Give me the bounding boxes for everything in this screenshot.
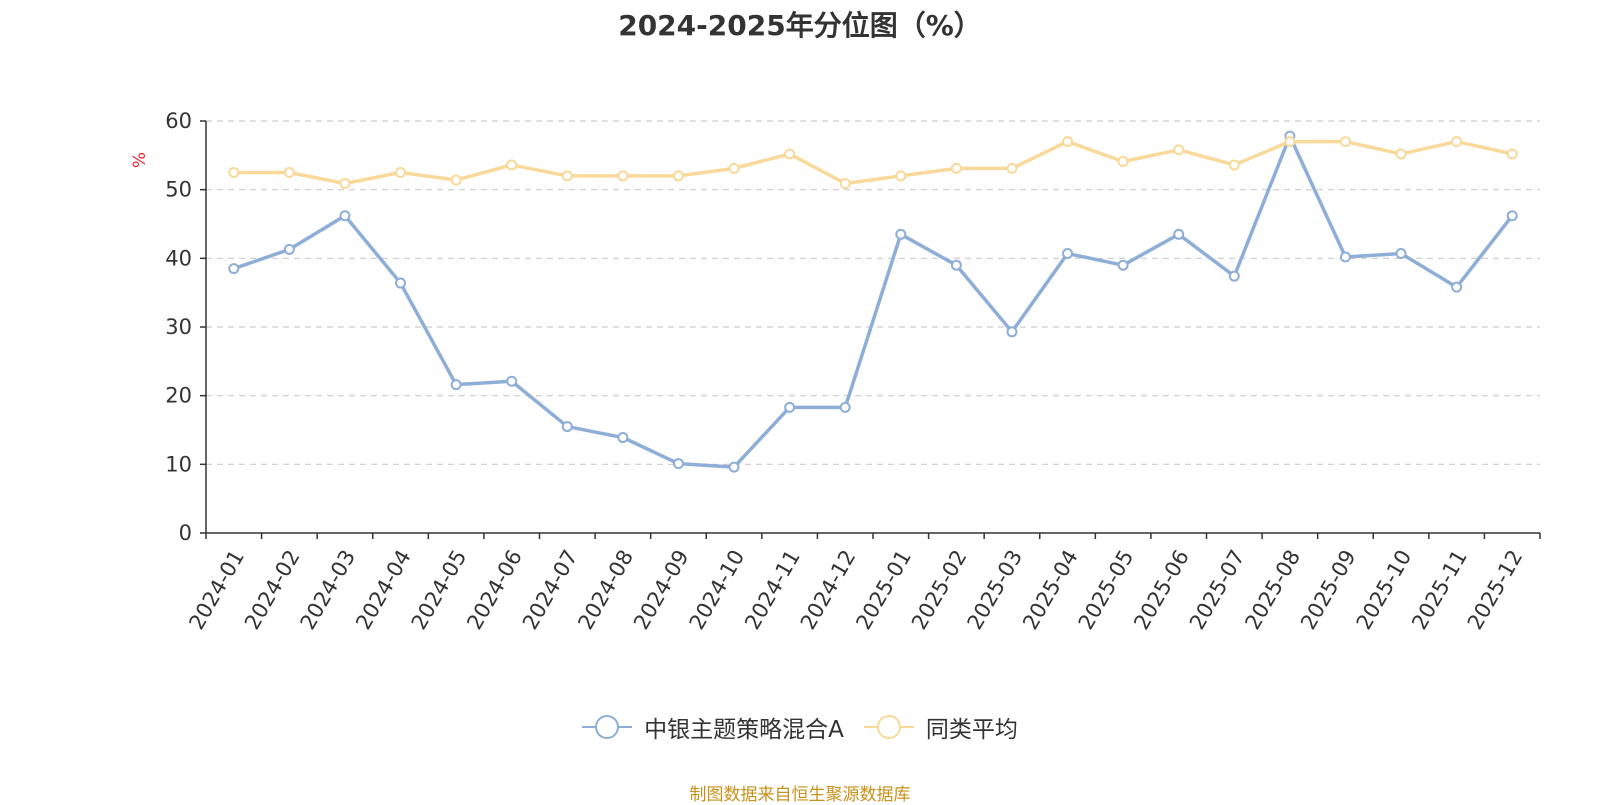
- legend-label-average: 同类平均: [925, 717, 1018, 743]
- x-tick-label-2025-03: 2025-03: [963, 546, 1028, 634]
- x-tick-label-2024-12: 2024-12: [796, 546, 861, 634]
- data-point-0-2025-05[interactable]: [1117, 259, 1129, 271]
- data-point-1-2024-10[interactable]: [728, 162, 740, 174]
- data-point-0-2024-06[interactable]: [506, 375, 518, 387]
- x-tick-label-2024-03: 2024-03: [296, 546, 361, 634]
- y-tick-label-30: 30: [165, 315, 192, 339]
- line-chart: 01020304050602024-012024-022024-032024-0…: [165, 109, 1541, 634]
- legend-item-average[interactable]: 同类平均: [863, 710, 1018, 744]
- x-tick-label-2025-08: 2025-08: [1240, 546, 1305, 634]
- legend-label-fund: 中银主题策略混合A: [644, 717, 844, 743]
- y-tick-label-50: 50: [165, 178, 192, 202]
- data-point-0-2024-11[interactable]: [784, 401, 796, 413]
- x-tick-label-2024-04: 2024-04: [351, 546, 416, 634]
- data-point-0-2024-04[interactable]: [395, 277, 407, 289]
- data-point-1-2024-06[interactable]: [506, 159, 518, 171]
- x-tick-label-2025-10: 2025-10: [1352, 546, 1417, 634]
- x-tick-label-2025-11: 2025-11: [1407, 546, 1472, 634]
- data-point-1-2025-07[interactable]: [1228, 159, 1240, 171]
- data-point-1-2024-03[interactable]: [339, 177, 351, 189]
- data-point-1-2025-04[interactable]: [1062, 136, 1074, 148]
- data-point-1-2024-08[interactable]: [617, 170, 629, 182]
- x-tick-label-2025-02: 2025-02: [907, 546, 972, 634]
- legend-marker-fund-icon: [582, 714, 633, 740]
- data-point-1-2025-09[interactable]: [1339, 136, 1351, 148]
- x-tick-label-2025-07: 2025-07: [1185, 546, 1250, 634]
- data-point-0-2024-10[interactable]: [728, 461, 740, 473]
- data-point-0-2025-03[interactable]: [1006, 326, 1018, 338]
- x-tick-label-2024-06: 2024-06: [462, 546, 527, 634]
- data-point-0-2025-11[interactable]: [1451, 281, 1463, 293]
- data-point-1-2025-05[interactable]: [1117, 156, 1129, 168]
- data-point-1-2024-02[interactable]: [283, 167, 295, 178]
- x-tick-label-2024-01: 2024-01: [184, 546, 249, 634]
- data-point-0-2025-12[interactable]: [1506, 210, 1518, 222]
- chart-title: 2024-2025年分位图（%）: [618, 9, 982, 42]
- data-point-0-2025-10[interactable]: [1395, 248, 1407, 260]
- x-tick-label-2025-12: 2025-12: [1463, 546, 1528, 634]
- data-point-1-2024-12[interactable]: [839, 177, 851, 189]
- x-tick-label-2025-06: 2025-06: [1129, 546, 1194, 634]
- series-line-1: [233, 139, 1513, 186]
- data-point-0-2025-06[interactable]: [1173, 228, 1185, 240]
- data-point-0-2025-02[interactable]: [950, 259, 962, 271]
- data-point-0-2025-09[interactable]: [1339, 251, 1351, 263]
- data-point-1-2024-11[interactable]: [784, 148, 796, 160]
- y-tick-label-60: 60: [165, 109, 192, 133]
- series-line-0: [233, 134, 1514, 469]
- x-tick-label-2024-11: 2024-11: [740, 546, 805, 634]
- data-point-1-2024-04[interactable]: [395, 167, 407, 178]
- data-point-0-2024-09[interactable]: [672, 458, 684, 470]
- x-tick-label-2025-01: 2025-01: [851, 546, 916, 634]
- y-tick-label-0: 0: [179, 521, 192, 545]
- data-point-0-2024-01[interactable]: [228, 263, 240, 275]
- data-point-1-2024-07[interactable]: [561, 170, 573, 182]
- y-tick-label-40: 40: [165, 246, 192, 270]
- x-tick-label-2024-05: 2024-05: [407, 546, 472, 634]
- data-point-1-2025-10[interactable]: [1395, 148, 1407, 160]
- y-tick-label-10: 10: [165, 452, 192, 476]
- x-tick-label-2024-02: 2024-02: [240, 546, 305, 634]
- data-point-1-2025-12[interactable]: [1506, 148, 1518, 160]
- x-tick-label-2025-04: 2025-04: [1018, 546, 1083, 634]
- data-source-note: 制图数据来自恒生聚源数据库: [689, 785, 911, 805]
- data-point-1-2025-02[interactable]: [950, 162, 962, 174]
- data-point-0-2025-01[interactable]: [895, 228, 907, 240]
- legend-item-fund[interactable]: 中银主题策略混合A: [582, 710, 844, 744]
- x-tick-label-2025-05: 2025-05: [1074, 546, 1139, 634]
- x-tick-label-2024-10: 2024-10: [685, 546, 750, 634]
- data-point-1-2025-06[interactable]: [1173, 144, 1185, 156]
- data-point-1-2024-09[interactable]: [672, 170, 684, 182]
- legend-marker-average-icon: [863, 714, 914, 740]
- data-point-1-2025-08[interactable]: [1284, 136, 1296, 148]
- data-point-1-2024-05[interactable]: [450, 174, 462, 186]
- data-point-1-2025-01[interactable]: [895, 170, 907, 182]
- data-point-0-2024-05[interactable]: [450, 379, 462, 391]
- data-point-0-2025-07[interactable]: [1228, 270, 1240, 282]
- data-point-1-2025-03[interactable]: [1006, 162, 1018, 174]
- data-point-0-2024-08[interactable]: [617, 432, 629, 444]
- x-tick-label-2024-08: 2024-08: [573, 546, 638, 634]
- x-tick-label-2025-09: 2025-09: [1296, 546, 1361, 634]
- data-point-0-2024-02[interactable]: [283, 243, 295, 255]
- data-point-0-2025-04[interactable]: [1062, 248, 1074, 260]
- data-point-0-2024-07[interactable]: [561, 421, 573, 433]
- legend: 中银主题策略混合A 同类平均: [0, 710, 1600, 744]
- data-point-1-2024-01[interactable]: [228, 167, 240, 178]
- x-tick-label-2024-07: 2024-07: [518, 546, 583, 634]
- y-tick-label-20: 20: [165, 384, 192, 408]
- x-tick-label-2024-09: 2024-09: [629, 546, 694, 634]
- data-point-0-2024-12[interactable]: [839, 401, 851, 413]
- data-point-1-2025-11[interactable]: [1451, 136, 1463, 148]
- data-point-0-2024-03[interactable]: [339, 210, 351, 222]
